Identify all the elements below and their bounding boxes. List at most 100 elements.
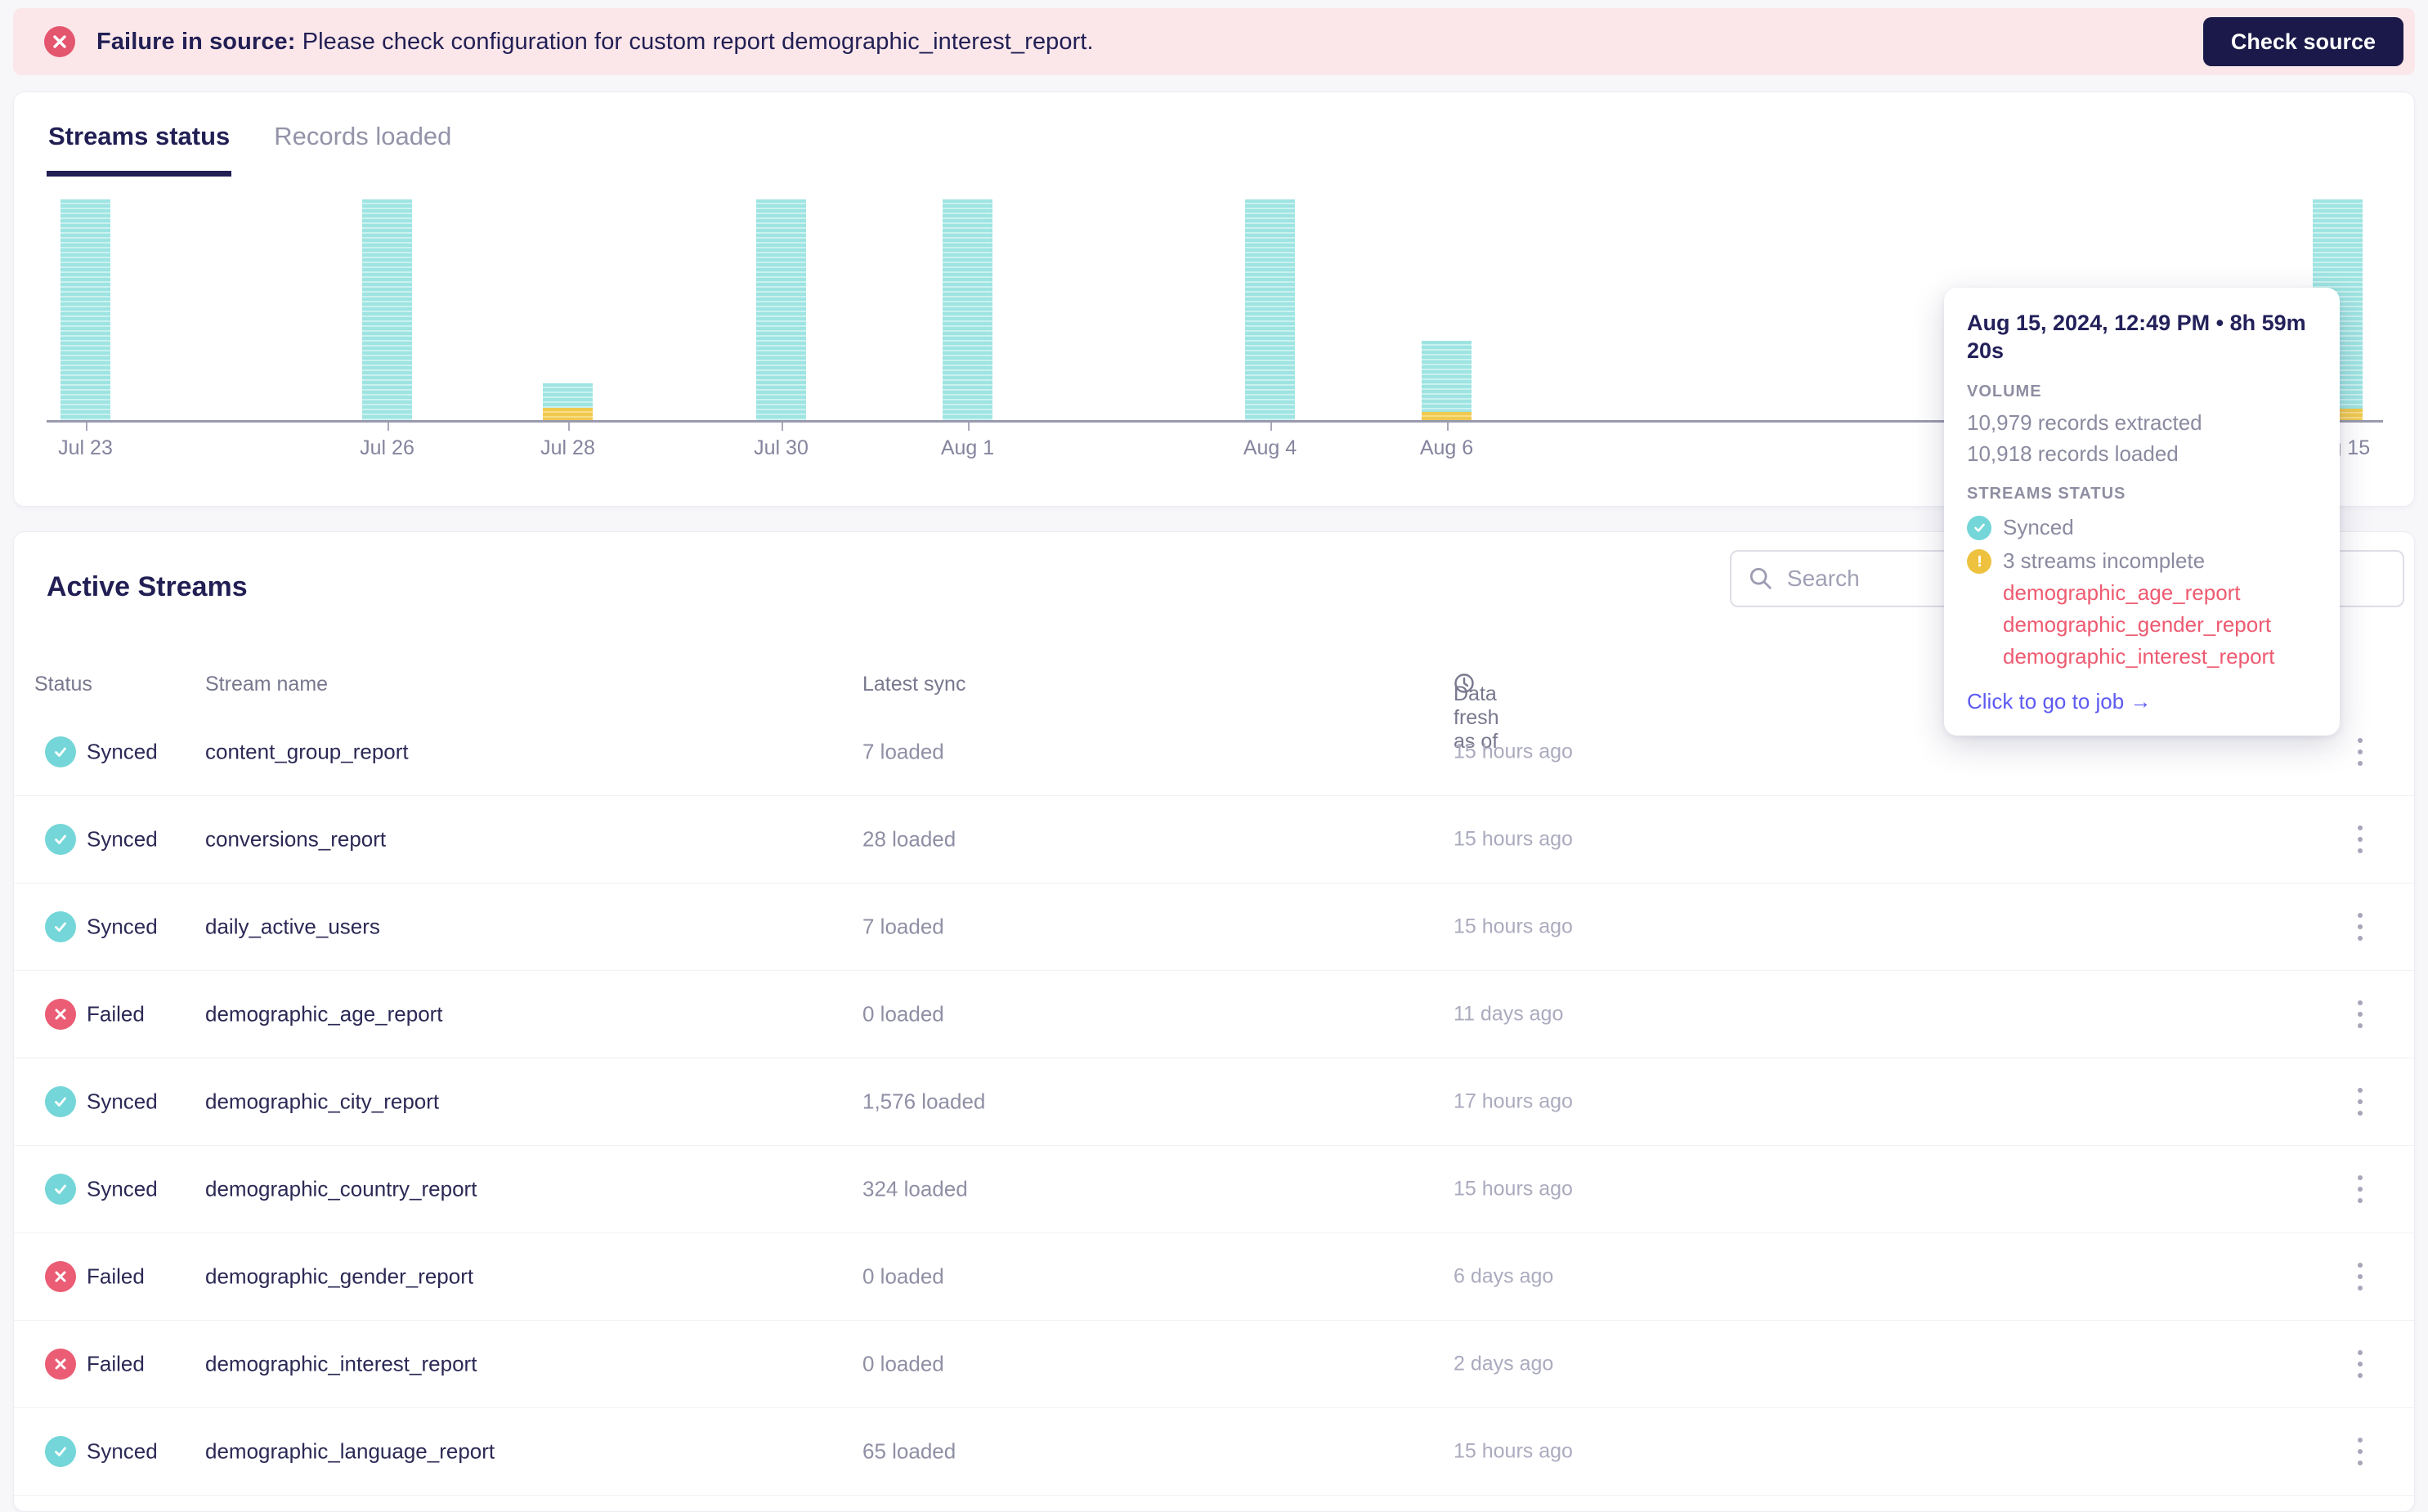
bar-segment-synced	[756, 199, 806, 420]
table-row[interactable]: Synced conversions_report 28 loaded 15 hour…	[14, 796, 2414, 883]
row-menu-kebab-icon[interactable]	[2342, 988, 2378, 1040]
data-fresh-value: 15 hours ago	[1454, 740, 1573, 763]
table-row[interactable]: Synced demographic_country_report 324 load…	[14, 1146, 2414, 1233]
table-row[interactable]: Synced demographic_language_report 65 load…	[14, 1408, 2414, 1496]
failed-x-icon	[45, 999, 76, 1030]
stream-name: demographic_interest_report	[205, 1351, 477, 1376]
row-menu-kebab-icon[interactable]	[2342, 1250, 2378, 1303]
row-menu-kebab-icon[interactable]	[2342, 813, 2378, 866]
bar-segment-incomplete	[1422, 412, 1472, 420]
axis-label: Jul 28	[540, 436, 595, 459]
active-streams-title: Active Streams	[47, 571, 248, 602]
error-banner: Failure in source: Please check configur…	[13, 8, 2415, 75]
data-fresh-value: 15 hours ago	[1454, 827, 1573, 851]
axis-label: Jul 23	[58, 436, 113, 459]
stream-name: demographic_language_report	[205, 1438, 495, 1464]
axis-tick	[967, 423, 970, 431]
stream-status: Synced	[87, 1438, 158, 1464]
row-menu-kebab-icon[interactable]	[2342, 901, 2378, 953]
banner-message: Failure in source: Please check configur…	[96, 29, 1094, 56]
tooltip-records-extracted: 10,979 records extracted	[1967, 410, 2202, 435]
failed-x-icon	[45, 1349, 76, 1380]
chart-bar-aug-1[interactable]	[943, 199, 992, 420]
stream-status: Synced	[87, 826, 158, 852]
check-source-button[interactable]: Check source	[2202, 17, 2403, 66]
stream-status: Synced	[87, 914, 158, 939]
stream-name: demographic_age_report	[205, 1001, 443, 1027]
sync-tooltip: Aug 15, 2024, 12:49 PM • 8h 59m 20s VOLU…	[1944, 288, 2340, 736]
table-row[interactable]: Synced demographic_city_report 1,576 loade…	[14, 1058, 2414, 1146]
column-latest-sync: Latest sync	[862, 673, 966, 696]
stream-name: content_group_report	[205, 739, 409, 764]
row-menu-kebab-icon[interactable]	[2342, 1076, 2378, 1128]
chart-bar-aug-4[interactable]	[1245, 199, 1295, 420]
tooltip-volume-label: VOLUME	[1967, 382, 2042, 400]
table-row[interactable]: Synced daily_active_users 7 loaded 15 hours…	[14, 883, 2414, 971]
stream-name: conversions_report	[205, 826, 387, 852]
table-row[interactable]: Failed demographic_gender_report 0 loaded 6…	[14, 1233, 2414, 1321]
search-icon	[1749, 567, 1772, 589]
row-menu-kebab-icon[interactable]	[2342, 726, 2378, 778]
synced-check-icon	[45, 824, 76, 855]
table-row[interactable]: Failed demographic_age_report 0 loaded 11 d…	[14, 971, 2414, 1058]
axis-tick	[1270, 423, 1272, 431]
tooltip-incomplete-streams: demographic_age_report demographic_gender…	[2003, 577, 2318, 673]
error-icon	[44, 26, 75, 57]
tooltip-records-loaded: 10,918 records loaded	[1967, 441, 2179, 466]
data-fresh-value: 17 hours ago	[1454, 1089, 1573, 1113]
latest-sync-value: 1,576 loaded	[862, 1089, 986, 1114]
tooltip-streams-status-label: STREAMS STATUS	[1967, 485, 2126, 503]
bar-segment-synced	[1422, 341, 1472, 412]
warning-icon	[1967, 548, 1991, 574]
latest-sync-value: 324 loaded	[862, 1176, 968, 1201]
chart-bar-jul-28[interactable]	[543, 383, 593, 420]
synced-check-icon	[45, 1086, 76, 1117]
tab-streams-status[interactable]: Streams status	[47, 122, 232, 177]
stream-name: demographic_country_report	[205, 1176, 477, 1201]
data-fresh-value: 11 days ago	[1454, 1002, 1564, 1026]
bar-segment-synced	[60, 199, 110, 420]
axis-label: Jul 26	[360, 436, 414, 459]
data-fresh-value: 15 hours ago	[1454, 915, 1573, 938]
banner-message-bold: Failure in source:	[96, 28, 296, 55]
latest-sync-value: 7 loaded	[862, 914, 944, 939]
axis-label: Aug 1	[940, 436, 995, 459]
streams-table-body: Synced content_group_report 7 loaded 15 hou…	[14, 709, 2414, 1496]
synced-check-icon	[45, 1174, 76, 1205]
stream-status: Failed	[87, 1001, 145, 1027]
latest-sync-value: 0 loaded	[862, 1001, 944, 1027]
row-menu-kebab-icon[interactable]	[2342, 1163, 2378, 1215]
row-menu-kebab-icon[interactable]	[2342, 1425, 2378, 1478]
tab-records-loaded[interactable]: Records loaded	[274, 122, 452, 150]
stream-name: demographic_gender_report	[205, 1264, 474, 1289]
clock-icon	[1454, 673, 1474, 693]
streams-table-header: Status Stream name Latest sync Data fres…	[14, 663, 2414, 753]
table-row[interactable]: Failed demographic_interest_report 0 loade…	[14, 1321, 2414, 1408]
table-row[interactable]: Synced content_group_report 7 loaded 15 hou…	[14, 709, 2414, 796]
row-menu-kebab-icon[interactable]	[2342, 1338, 2378, 1390]
chart-bar-jul-23[interactable]	[60, 199, 110, 420]
incomplete-stream-link[interactable]: demographic_age_report	[2003, 580, 2241, 605]
tooltip-synced-row: Synced	[1967, 515, 2318, 540]
chart-bar-aug-6[interactable]	[1422, 341, 1472, 420]
chart-tabs: Streams status Records loaded	[47, 122, 453, 177]
chart-bar-jul-30[interactable]	[756, 199, 806, 420]
bar-segment-incomplete	[543, 408, 593, 420]
synced-check-icon	[1967, 515, 1991, 540]
stream-status: Failed	[87, 1351, 145, 1376]
stream-status: Synced	[87, 739, 158, 764]
incomplete-stream-link[interactable]: demographic_gender_report	[2003, 612, 2272, 637]
latest-sync-value: 65 loaded	[862, 1438, 956, 1464]
axis-tick	[567, 423, 570, 431]
bar-segment-synced	[1245, 199, 1295, 420]
tooltip-title: Aug 15, 2024, 12:49 PM • 8h 59m 20s	[1967, 311, 2306, 363]
latest-sync-value: 0 loaded	[862, 1264, 944, 1289]
data-fresh-value: 15 hours ago	[1454, 1439, 1573, 1463]
chart-bar-jul-26[interactable]	[362, 199, 412, 420]
data-fresh-value: 6 days ago	[1454, 1264, 1554, 1288]
stream-status: Failed	[87, 1264, 145, 1289]
data-fresh-value: 15 hours ago	[1454, 1177, 1573, 1201]
axis-label: Jul 30	[754, 436, 809, 459]
go-to-job-link[interactable]: Click to go to job →	[1967, 689, 2152, 714]
incomplete-stream-link[interactable]: demographic_interest_report	[2003, 644, 2275, 669]
